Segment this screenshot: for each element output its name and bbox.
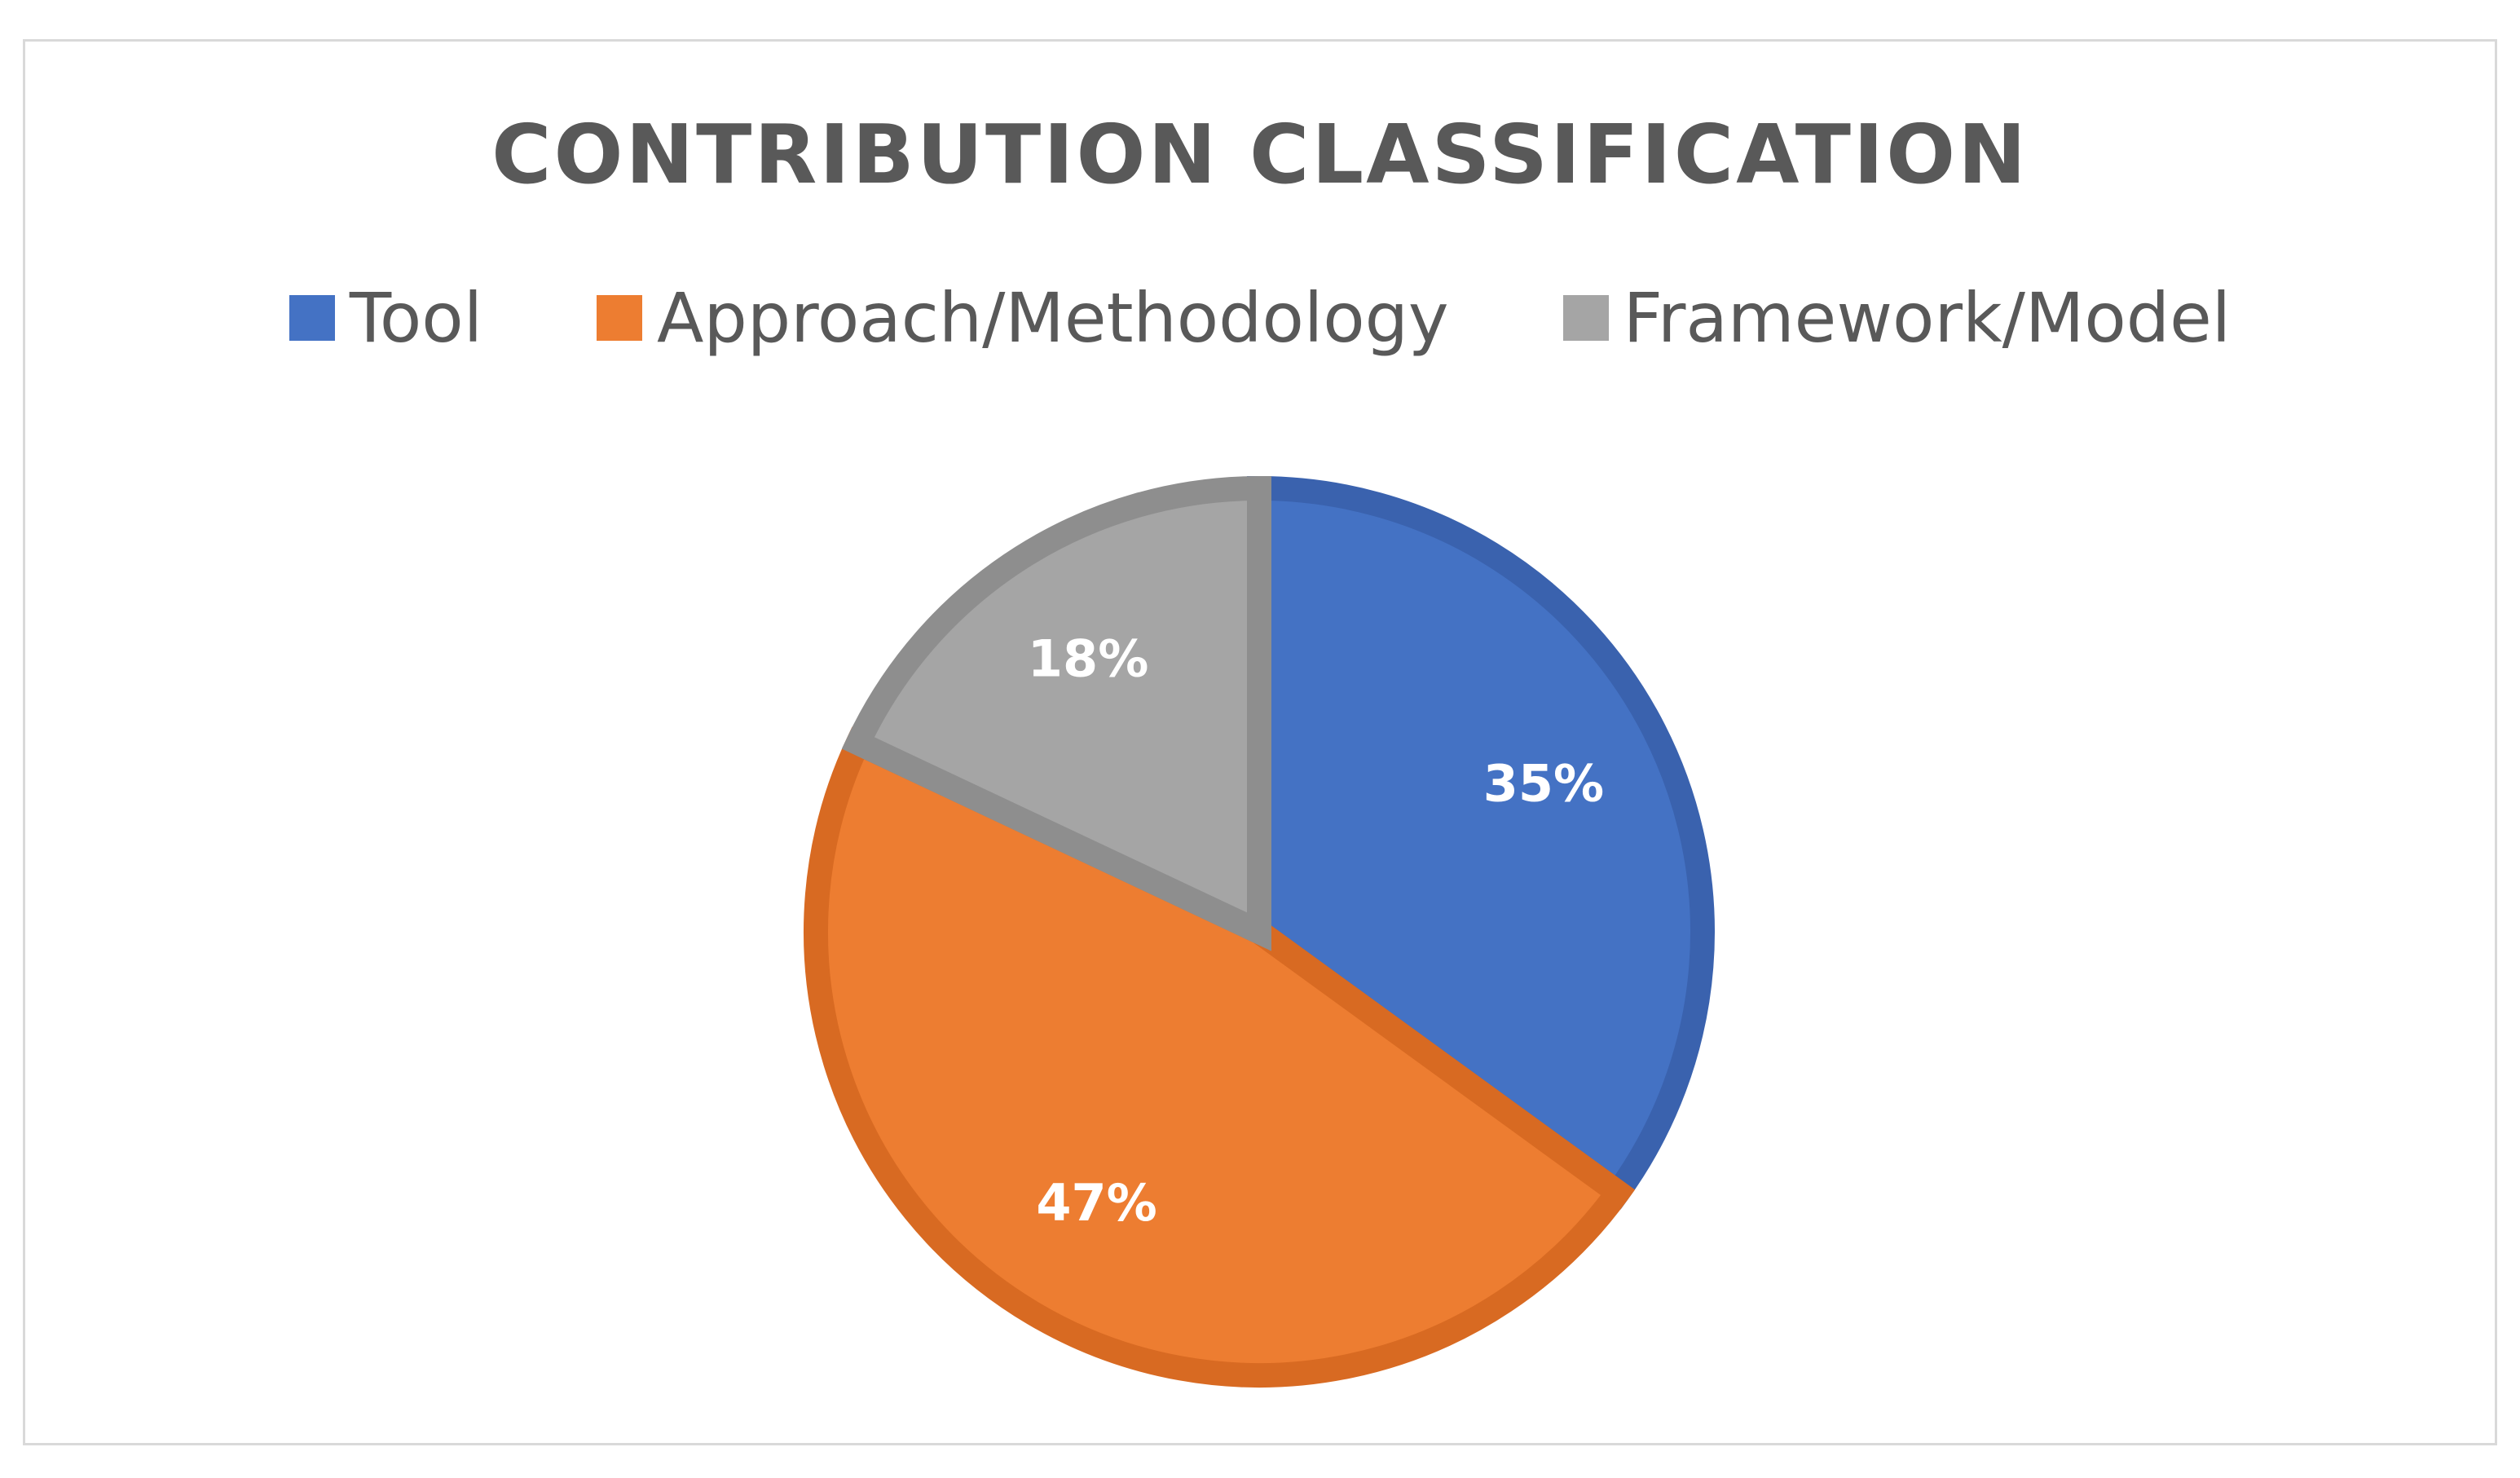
legend-label-approach-methodology: Approach/Methodology	[657, 278, 1449, 358]
pie-slice-approach-methodology	[804, 726, 1636, 1388]
chart-legend: Tool Approach/Methodology Framework/Mode…	[0, 277, 2520, 359]
data-label-framework-model: 18%	[1028, 629, 1148, 688]
legend-swatch-tool	[289, 295, 335, 341]
legend-swatch-approach-methodology	[597, 295, 643, 341]
chart-title: CONTRIBUTION CLASSIFICATION	[491, 107, 2029, 202]
data-label-approach-methodology: 47%	[1036, 1173, 1156, 1233]
data-label-tool: 35%	[1483, 753, 1604, 813]
pie-slice-tool	[1247, 475, 1715, 1210]
legend-item-approach-methodology: Approach/Methodology	[597, 277, 1449, 359]
pie-slice-framework-model	[841, 475, 1271, 951]
legend-swatch-framework-model	[1562, 295, 1609, 341]
legend-item-framework-model: Framework/Model	[1562, 277, 2231, 359]
legend-item-tool: Tool	[289, 277, 482, 359]
legend-label-framework-model: Framework/Model	[1623, 278, 2231, 358]
legend-label-tool: Tool	[349, 278, 483, 358]
